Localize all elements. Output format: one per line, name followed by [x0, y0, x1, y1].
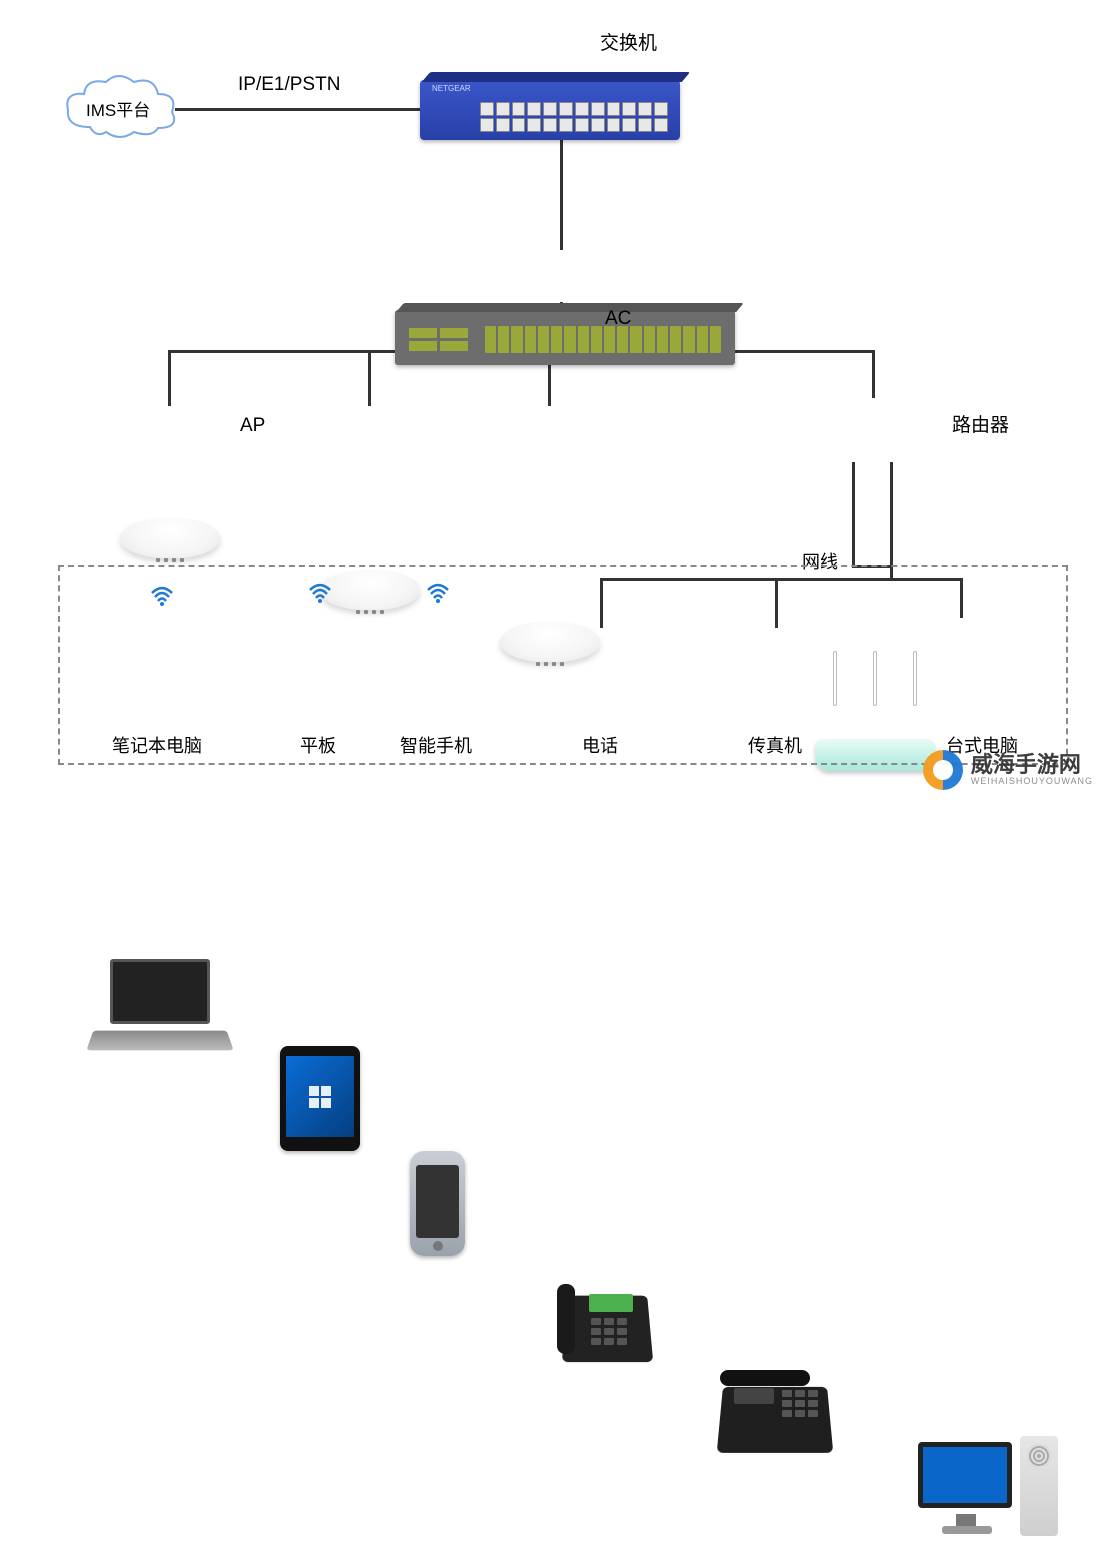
edge-cloud-switch — [175, 108, 420, 111]
wifi-icon — [426, 582, 450, 604]
ac-device — [395, 310, 735, 365]
edge-router — [872, 350, 875, 398]
ac-ports — [485, 326, 721, 353]
client-group-box — [58, 565, 1068, 765]
watermark-title: 威海手游网 — [971, 754, 1093, 776]
deskphone-device — [555, 1274, 650, 1364]
edge-router-down1 — [852, 462, 855, 567]
router-label: 路由器 — [952, 410, 1009, 437]
wifi-icon — [308, 582, 332, 604]
edge-ap2 — [368, 350, 371, 406]
cloud-label: IMS平台 — [86, 96, 150, 121]
edge-router-down2 — [890, 462, 893, 567]
fax-device — [720, 1364, 830, 1454]
laptop-label: 笔记本电脑 — [112, 732, 202, 758]
watermark: 威海手游网 WEIHAISHOUYOUWANG — [923, 750, 1093, 790]
laptop-device — [90, 959, 230, 1054]
ap-label: AP — [240, 415, 265, 437]
link-label: IP/E1/PSTN — [238, 74, 340, 96]
switch-brand: NETGEAR — [432, 84, 471, 93]
phone-label: 智能手机 — [400, 732, 472, 758]
ac-label: AC — [605, 308, 631, 330]
tablet-device — [280, 1046, 360, 1151]
desktop-device — [918, 1436, 1058, 1546]
switch-device: NETGEAR — [420, 80, 680, 140]
deskphone-label: 电话 — [582, 732, 618, 758]
ap-1 — [120, 518, 220, 570]
switch-label: 交换机 — [600, 28, 657, 55]
ac-slots — [409, 328, 468, 351]
edge-ap1 — [168, 350, 171, 406]
tablet-label: 平板 — [300, 732, 336, 758]
edge-switch-ac — [560, 140, 563, 250]
switch-ports — [480, 102, 668, 132]
wifi-icon — [150, 585, 174, 607]
phone-device — [410, 1151, 465, 1256]
watermark-logo-icon — [923, 750, 963, 790]
fax-label: 传真机 — [748, 732, 802, 758]
watermark-sub: WEIHAISHOUYOUWANG — [971, 776, 1093, 786]
